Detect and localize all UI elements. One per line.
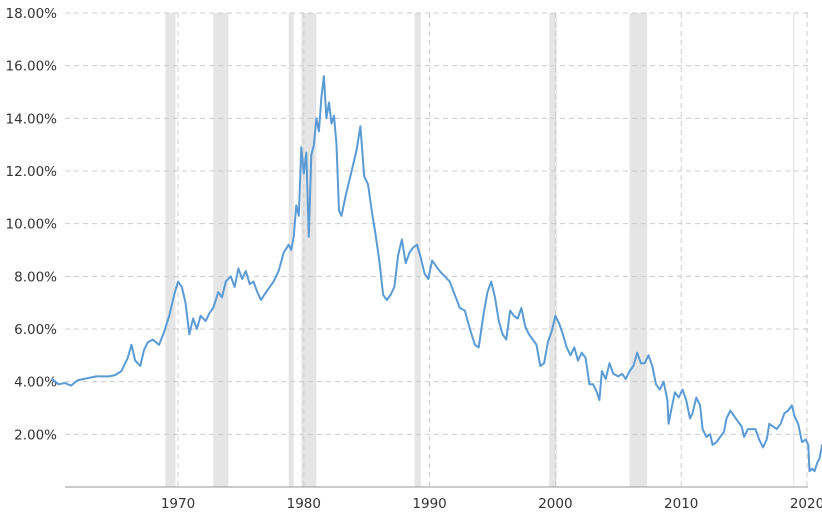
series-layer xyxy=(51,75,822,473)
x-tick-label: 1990 xyxy=(412,496,446,512)
x-axis: 1970 1980 1990 2000 2010 2020 xyxy=(161,496,822,512)
x-tick-label: 2010 xyxy=(664,496,698,512)
y-tick-label: 6.00% xyxy=(14,322,57,338)
x-tick-label: 1980 xyxy=(287,496,321,512)
y-tick-label: 12.00% xyxy=(6,164,58,180)
y-tick-label: 18.00% xyxy=(6,6,58,22)
y-tick-label: 10.00% xyxy=(6,217,58,233)
recession-band xyxy=(165,13,176,487)
recession-band xyxy=(213,13,229,487)
y-tick-label: 4.00% xyxy=(14,375,57,391)
recession-band xyxy=(793,13,795,487)
gridlines xyxy=(65,12,808,487)
y-axis: 2.00% 4.00% 6.00% 8.00% 10.00% 12.00% 14.00% 16… xyxy=(6,6,58,443)
y-tick-label: 14.00% xyxy=(6,111,58,127)
x-tick-label: 2000 xyxy=(538,496,572,512)
y-tick-label: 2.00% xyxy=(14,427,57,443)
recession-band xyxy=(549,13,557,487)
x-tick-label: 1970 xyxy=(161,496,195,512)
y-tick-label: 8.00% xyxy=(14,269,57,285)
recession-band xyxy=(301,13,317,487)
recession-band xyxy=(629,13,648,487)
y-tick-label: 16.00% xyxy=(6,59,58,75)
recession-bands xyxy=(165,13,795,487)
x-tick-label: 2020 xyxy=(790,496,822,512)
series-line xyxy=(51,75,822,473)
